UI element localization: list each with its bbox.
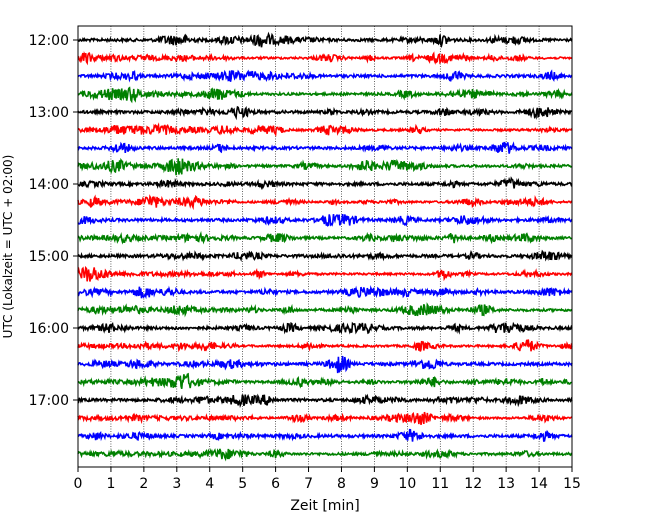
y-tick-label: 15:00 — [29, 249, 69, 265]
trace-1500 — [77, 249, 573, 263]
trace-1715 — [77, 411, 573, 425]
trace-1530 — [77, 285, 573, 300]
trace-1230 — [77, 69, 573, 83]
plot-frame — [77, 25, 573, 468]
x-tick-label: 8 — [337, 476, 346, 492]
trace-1730 — [77, 428, 573, 442]
seismic-traces — [77, 31, 573, 462]
trace-1445 — [77, 230, 573, 245]
trace-1200 — [77, 31, 573, 49]
x-tick-label: 14 — [530, 476, 548, 492]
y-tick-label: 14:00 — [29, 177, 69, 193]
trace-1515 — [77, 265, 573, 282]
trace-1645 — [77, 372, 573, 390]
y-tick-label: 16:00 — [29, 321, 69, 337]
x-tick-label: 12 — [464, 476, 482, 492]
x-axis-label: Zeit [min] — [290, 498, 359, 514]
x-tick-label: 11 — [431, 476, 449, 492]
x-tick-label: 13 — [497, 476, 515, 492]
x-tick-label: 15 — [563, 476, 581, 492]
x-tick-label: 6 — [271, 476, 280, 492]
trace-1415 — [77, 194, 573, 211]
trace-1315 — [77, 122, 573, 137]
x-axis-ticks: 0 1 2 3 4 5 6 7 8 9 10 11 12 13 14 15 — [74, 467, 581, 492]
x-tick-label: 1 — [106, 476, 115, 492]
y-tick-label: 13:00 — [29, 105, 69, 121]
y-axis-ticks: 12:00 13:00 14:00 15:00 16:00 17:00 — [29, 33, 78, 409]
trace-1700 — [77, 393, 573, 408]
trace-1615 — [77, 339, 573, 353]
x-tick-label: 2 — [139, 476, 148, 492]
trace-1345 — [77, 157, 573, 176]
trace-1745 — [77, 448, 573, 462]
trace-1215 — [77, 50, 573, 66]
trace-1300 — [77, 105, 573, 121]
y-tick-label: 12:00 — [29, 33, 69, 49]
trace-1545 — [77, 302, 573, 318]
x-tick-label: 9 — [370, 476, 379, 492]
trace-1430 — [77, 213, 573, 227]
x-tick-label: 0 — [74, 476, 83, 492]
trace-1245 — [77, 86, 573, 104]
grid-lines — [110, 26, 540, 467]
trace-1330 — [77, 141, 573, 154]
y-tick-label: 17:00 — [29, 393, 69, 409]
y-axis-label: UTC (Lokalzeit = UTC + 02:00) — [1, 155, 15, 339]
x-tick-label: 7 — [304, 476, 313, 492]
x-tick-label: 3 — [172, 476, 181, 492]
trace-1600 — [77, 321, 573, 335]
trace-1630 — [77, 355, 573, 374]
x-tick-label: 5 — [238, 476, 247, 492]
trace-1400 — [77, 176, 573, 191]
x-tick-label: 10 — [398, 476, 416, 492]
x-tick-label: 4 — [205, 476, 214, 492]
